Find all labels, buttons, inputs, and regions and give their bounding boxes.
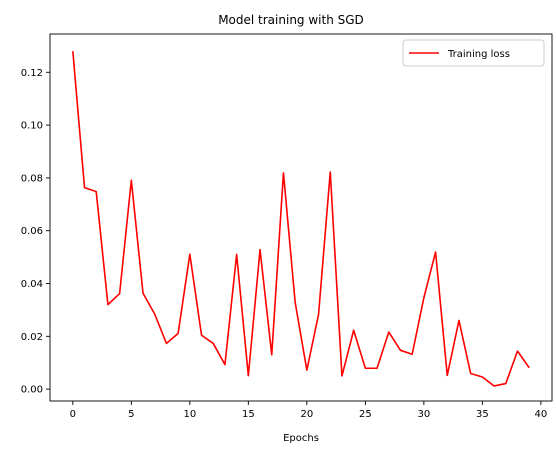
y-tick-label: 0.00 (21, 385, 43, 396)
legend-box (402, 39, 545, 67)
x-tick-label: 0 (70, 409, 76, 420)
y-tick-label: 0.02 (21, 332, 43, 343)
series-line-training-loss (72, 51, 530, 387)
plot-frame (49, 33, 553, 402)
legend: Training loss (402, 39, 545, 67)
x-tick-label: 5 (128, 409, 134, 420)
chart-title: Model training with SGD (218, 13, 364, 27)
y-axis-ticks: 0.00 0.02 0.04 0.06 0.08 0.10 0.12 (21, 68, 50, 396)
x-tick-label: 40 (535, 409, 548, 420)
y-tick-label: 0.06 (21, 226, 43, 237)
x-tick-label: 15 (242, 409, 255, 420)
y-tick-label: 0.12 (21, 68, 43, 79)
y-tick-label: 0.08 (21, 173, 43, 184)
x-tick-label: 35 (476, 409, 489, 420)
x-axis-ticks: 0 5 10 15 20 25 30 35 40 (70, 401, 548, 420)
y-tick-label: 0.04 (21, 279, 43, 290)
legend-label: Training loss (447, 49, 510, 60)
x-tick-label: 20 (300, 409, 313, 420)
plot-area (49, 33, 553, 402)
x-tick-label: 30 (417, 409, 430, 420)
y-tick-label: 0.10 (21, 121, 43, 132)
x-tick-label: 25 (359, 409, 372, 420)
x-tick-label: 10 (183, 409, 196, 420)
series-layer (72, 51, 530, 387)
x-axis-title: Epochs (283, 433, 319, 444)
